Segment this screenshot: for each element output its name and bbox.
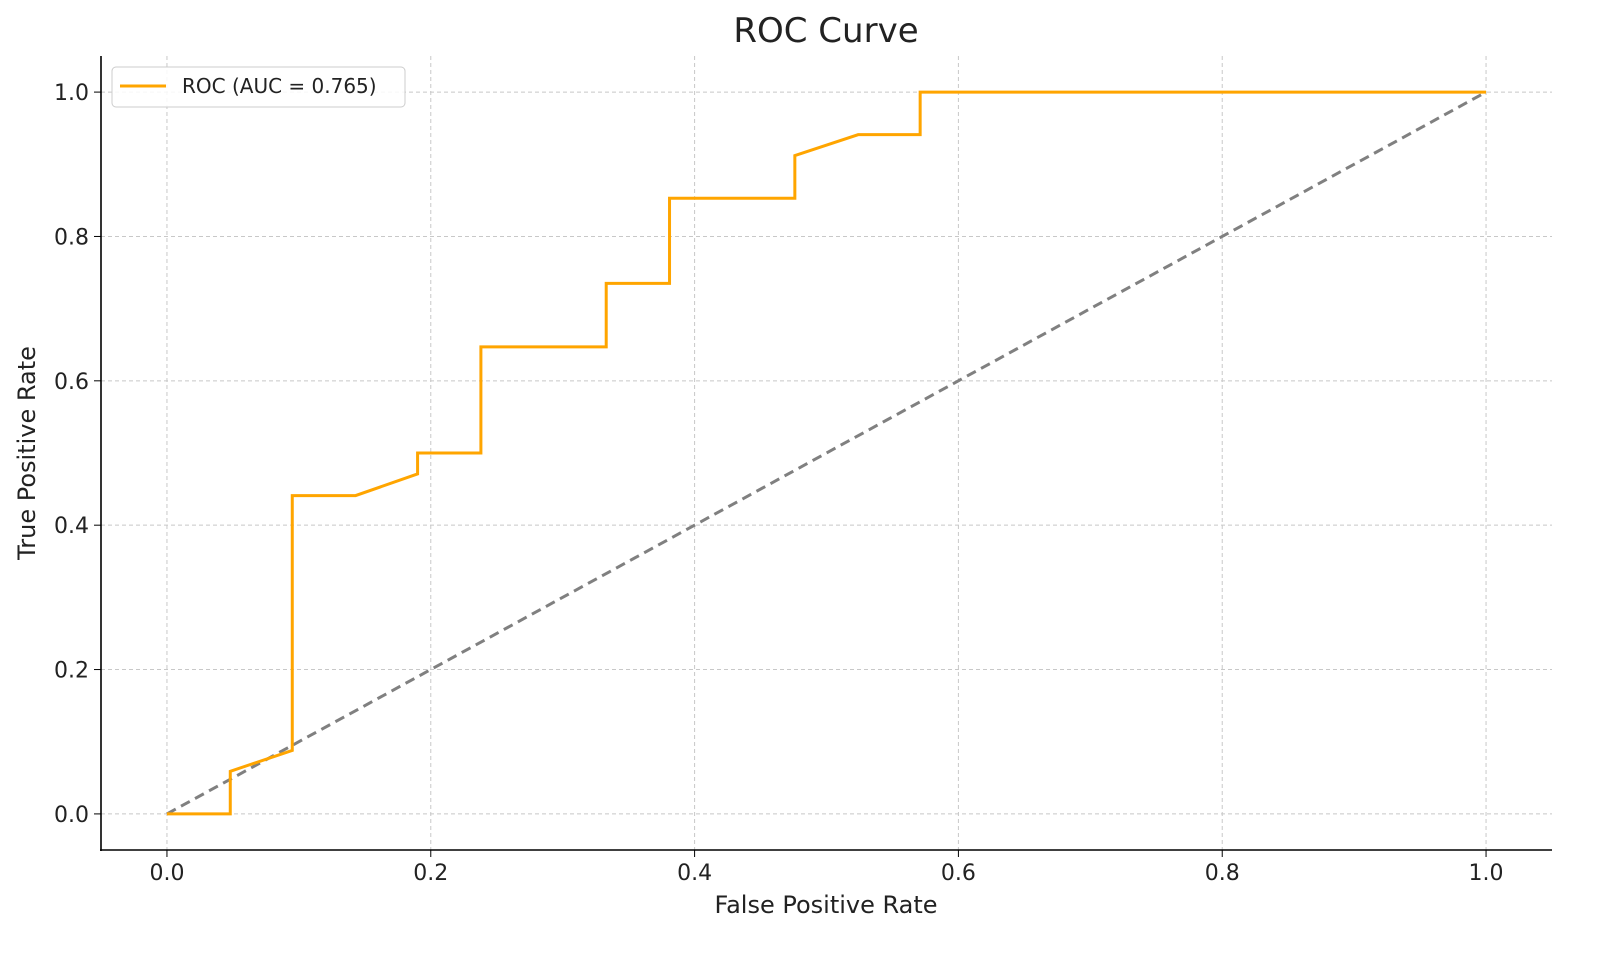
roc-curve-line <box>166 90 1487 816</box>
chart-title: ROC Curve <box>733 11 918 51</box>
diagonal-reference-line <box>166 90 1487 816</box>
x-tick-label: 0.2 <box>413 861 448 886</box>
series-layer <box>166 90 1487 816</box>
x-tick-label: 0.4 <box>677 861 712 886</box>
y-tick-label: 0.8 <box>54 225 89 250</box>
y-tick-label: 0.6 <box>54 370 89 395</box>
y-tick-label: 0.0 <box>54 803 89 828</box>
x-axis-label: False Positive Rate <box>714 891 937 919</box>
ticks: 0.0 0.2 0.4 0.6 0.8 1.0 0.0 0.2 0.4 0.6 0.8 1.0 <box>54 81 1504 886</box>
legend-box <box>111 66 406 108</box>
y-tick-label: 1.0 <box>54 81 89 106</box>
legend: ROC (AUC = 0.765) <box>111 66 406 108</box>
y-tick-label: 0.2 <box>54 659 89 684</box>
x-tick-label: 0.6 <box>941 861 976 886</box>
legend-label: ROC (AUC = 0.765) <box>182 74 377 98</box>
y-tick-label: 0.4 <box>54 514 89 539</box>
y-axis-label: True Positive Rate <box>13 346 41 561</box>
x-tick-label: 1.0 <box>1469 861 1504 886</box>
x-tick-label: 0.0 <box>149 861 184 886</box>
x-tick-label: 0.8 <box>1205 861 1240 886</box>
